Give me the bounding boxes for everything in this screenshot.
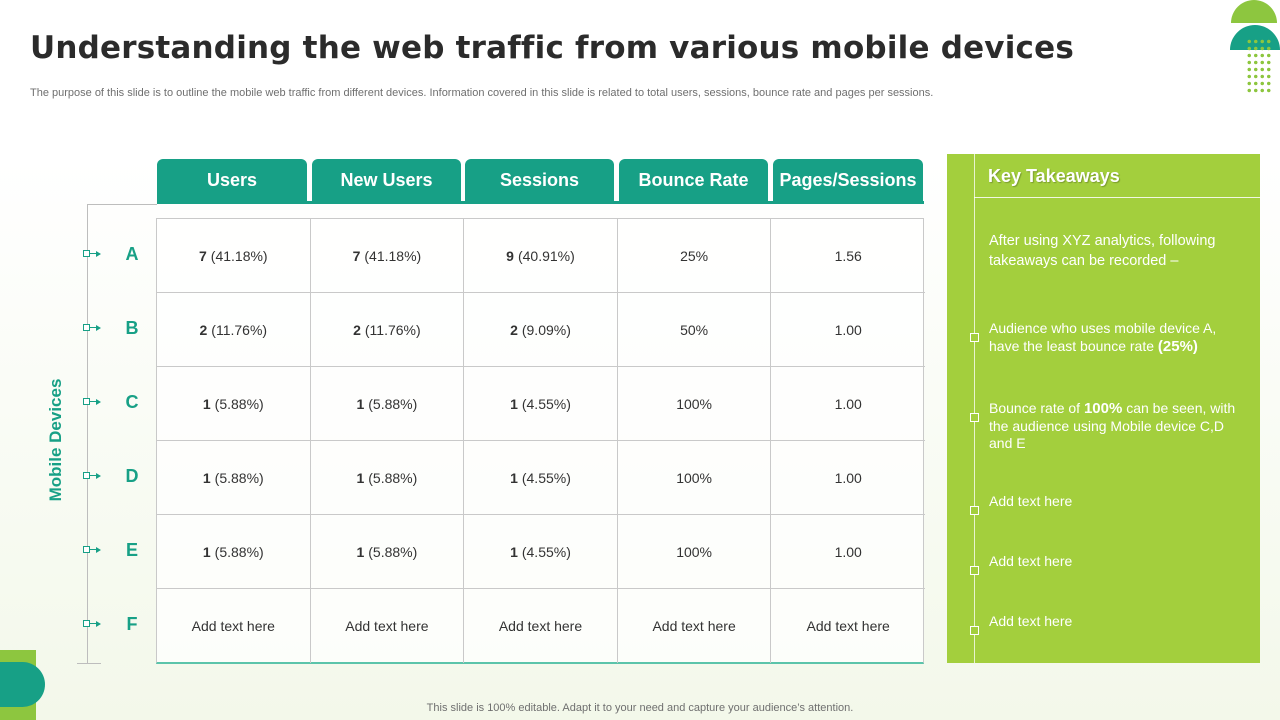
table-cell: 1 (4.55%) <box>464 515 618 589</box>
table-cell: 1.56 <box>771 219 925 293</box>
panel-divider <box>974 197 1260 198</box>
page-title: Understanding the web traffic from vario… <box>30 30 1074 66</box>
table-cell: Add text here <box>806 618 890 634</box>
table-cell: 1 (5.88%) <box>310 441 465 515</box>
column-header: Users <box>157 159 307 202</box>
half-circle-shape <box>1231 0 1277 23</box>
row-marker-icon <box>83 471 101 481</box>
table-cell: 7 (41.18%) <box>157 219 311 293</box>
row-marker-icon <box>83 545 101 555</box>
panel-divider <box>974 154 975 663</box>
table-cell: 1 (4.55%) <box>464 367 618 441</box>
table-cell: 25% <box>617 219 772 293</box>
footer-note: This slide is 100% editable. Adapt it to… <box>426 702 854 714</box>
table-cell: 100% <box>617 367 772 441</box>
bullet-square-icon <box>970 333 979 342</box>
table-cell: 100% <box>617 441 772 515</box>
column-header: Bounce Rate <box>619 159 768 202</box>
takeaway-item: Bounce rate of 100% can be seen, with th… <box>989 400 1236 451</box>
table-cell: 50% <box>617 293 772 367</box>
table-cell: 7 (41.18%) <box>310 219 465 293</box>
table-cell: 1.00 <box>771 293 925 367</box>
device-label: F <box>126 614 138 634</box>
device-label: B <box>125 318 139 338</box>
table-cell: 1.00 <box>771 441 925 515</box>
table-cell: 1 (5.88%) <box>157 515 311 589</box>
device-label: D <box>125 466 139 486</box>
table-cell: 1 (5.88%) <box>157 441 311 515</box>
traffic-table: 7 (41.18%) 7 (41.18%) 9 (40.91%) 25% 1.56 2 (11.7… <box>156 218 925 664</box>
device-label: E <box>125 540 138 560</box>
axis-line <box>87 204 157 205</box>
row-marker-icon <box>83 619 101 629</box>
column-header: Pages/Sessions <box>773 159 923 202</box>
corner-circle-shape <box>0 662 45 707</box>
device-label: A <box>125 244 139 264</box>
table-cell: 2 (11.76%) <box>310 293 465 367</box>
table-cell: 1.00 <box>771 515 925 589</box>
axis-label: Mobile Devices <box>46 378 65 502</box>
axis-line <box>87 204 88 664</box>
device-label: C <box>125 392 139 412</box>
table-cell: 100% <box>617 515 772 589</box>
header-underline <box>157 201 924 204</box>
takeaway-item: Add text here <box>989 553 1073 569</box>
dot-pattern <box>1246 38 1272 94</box>
table-cell: 1 (5.88%) <box>310 515 465 589</box>
takeaway-item: Add text here <box>989 493 1073 509</box>
bullet-square-icon <box>970 566 979 575</box>
takeaway-item: Audience who uses mobile device A, have … <box>989 320 1217 355</box>
corner-decoration <box>1228 0 1280 100</box>
takeaway-item: Add text here <box>989 613 1073 629</box>
bullet-square-icon <box>970 626 979 635</box>
bullet-square-icon <box>970 413 979 422</box>
bullet-square-icon <box>970 506 979 515</box>
row-marker-icon <box>83 397 101 407</box>
key-takeaways-panel <box>947 154 1260 663</box>
key-takeaways-intro: After using XYZ analytics, following tak… <box>989 233 1216 269</box>
key-takeaways-title: Key Takeaways <box>988 166 1120 186</box>
axis-line <box>77 663 101 664</box>
table-cell: 9 (40.91%) <box>464 219 618 293</box>
row-marker-icon <box>83 249 101 259</box>
table-cell: Add text here <box>618 589 772 663</box>
column-header: New Users <box>312 159 461 202</box>
table-cell: 1 (5.88%) <box>157 367 311 441</box>
table-cell: Add text here <box>157 589 311 663</box>
table-cell: 1 (4.55%) <box>464 441 618 515</box>
table-cell: Add text here <box>464 589 618 663</box>
table-cell: 1.00 <box>771 367 925 441</box>
table-cell: Add text here <box>311 589 465 663</box>
page-subtitle: The purpose of this slide is to outline … <box>30 87 934 99</box>
table-cell: 1 (5.88%) <box>310 367 465 441</box>
column-header: Sessions <box>465 159 614 202</box>
table-cell: 2 (9.09%) <box>464 293 618 367</box>
table-cell: 2 (11.76%) <box>157 293 311 367</box>
row-marker-icon <box>83 323 101 333</box>
